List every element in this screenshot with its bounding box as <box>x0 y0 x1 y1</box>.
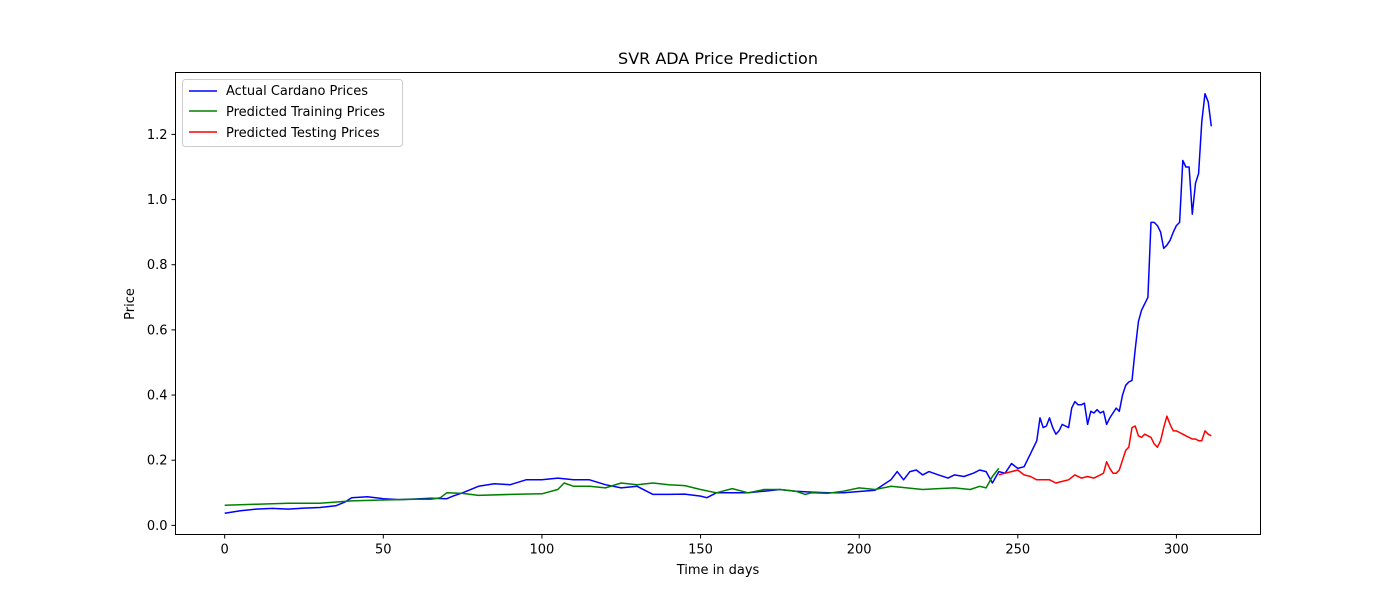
series-line-2 <box>998 415 1212 484</box>
y-tick-label: 0.8 <box>147 258 168 273</box>
y-tick-label: 1.2 <box>147 128 168 143</box>
legend-box <box>182 79 403 147</box>
legend-label-training: Predicted Training Prices <box>226 105 385 120</box>
legend-label-actual: Actual Cardano Prices <box>226 84 368 99</box>
y-axis-label: Price <box>123 288 138 320</box>
y-axis: 0.0 0.2 0.4 0.6 0.8 1.0 1.2 <box>147 128 176 534</box>
legend: Actual Cardano Prices Predicted Training… <box>182 79 403 147</box>
chart-title: SVR ADA Price Prediction <box>618 49 818 68</box>
legend-label-testing: Predicted Testing Prices <box>226 126 380 141</box>
series-line-1 <box>224 467 1000 506</box>
axes-frame <box>175 72 1261 535</box>
x-axis-label: Time in days <box>676 563 760 578</box>
y-tick-label: 0.2 <box>147 454 168 469</box>
x-axis: 0 50 100 150 200 250 300 <box>221 534 1189 558</box>
y-tick-label: 0.4 <box>147 389 168 404</box>
y-tick-label: 0.6 <box>147 323 168 338</box>
x-tick-label: 250 <box>1005 543 1030 558</box>
x-tick-label: 100 <box>530 543 555 558</box>
y-tick-label: 1.0 <box>147 193 168 208</box>
x-tick-label: 0 <box>221 543 229 558</box>
x-tick-label: 300 <box>1164 543 1189 558</box>
x-tick-label: 150 <box>688 543 713 558</box>
y-tick-label: 0.0 <box>147 519 168 534</box>
x-tick-label: 200 <box>847 543 872 558</box>
x-tick-label: 50 <box>375 543 392 558</box>
plot-lines <box>224 92 1213 515</box>
series-line-0 <box>224 92 1213 515</box>
